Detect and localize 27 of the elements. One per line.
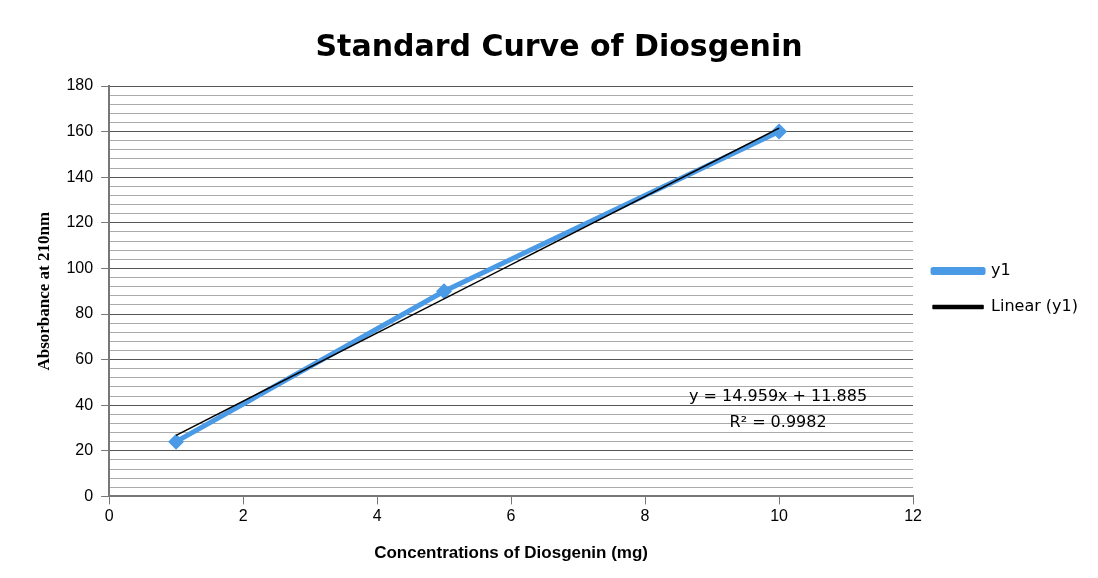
x-tick-label: 0 bbox=[104, 507, 114, 525]
x-axis-title: Concentrations of Diosgenin (mg) bbox=[374, 543, 649, 563]
point bbox=[168, 433, 185, 450]
y-tick-label: 60 bbox=[75, 350, 94, 368]
chart-title: Standard Curve of Diosgenin bbox=[315, 27, 803, 63]
y-tick-label: 140 bbox=[66, 167, 94, 185]
y-tick-label: 160 bbox=[66, 122, 94, 140]
legend-label: Linear (y1) bbox=[991, 296, 1079, 316]
x-tick-label: 4 bbox=[372, 507, 382, 525]
legend-label: y1 bbox=[991, 260, 1011, 280]
x-tick-label: 8 bbox=[640, 507, 650, 525]
y-tick-label: 20 bbox=[75, 441, 94, 459]
x-tick-label: 2 bbox=[238, 507, 248, 525]
point bbox=[436, 283, 453, 300]
y-tick-label: 100 bbox=[66, 258, 94, 276]
y-tick-label: 0 bbox=[84, 486, 94, 504]
y-tick-label: 120 bbox=[66, 213, 94, 231]
y-axis-title: Absorbance at 210nm bbox=[33, 211, 53, 371]
x-tick-label: 10 bbox=[770, 507, 789, 525]
x-tick-label: 6 bbox=[506, 507, 516, 525]
annotation: R² = 0.9982 bbox=[729, 412, 827, 432]
y-tick-label: 180 bbox=[66, 76, 94, 94]
x-tick-label: 12 bbox=[904, 507, 923, 525]
y-tick-label: 80 bbox=[75, 304, 94, 322]
point bbox=[771, 123, 788, 140]
annotation: y = 14.959x + 11.885 bbox=[689, 386, 868, 406]
y-tick-label: 40 bbox=[75, 395, 94, 413]
